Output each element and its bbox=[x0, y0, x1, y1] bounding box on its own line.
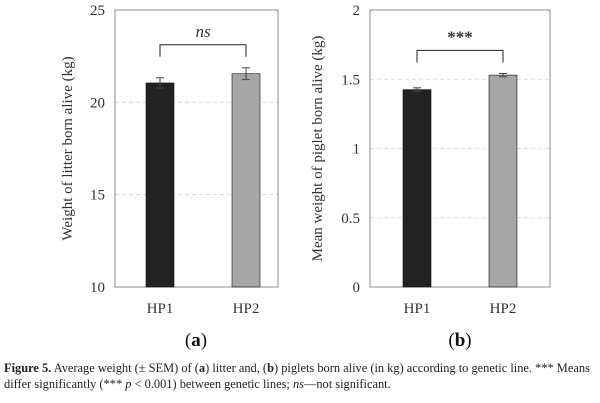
chart-b-ytick-label: 1.5 bbox=[341, 72, 360, 88]
chart-b-panel-label: (b) bbox=[448, 330, 471, 351]
caption-figure-label: Figure 5. bbox=[4, 361, 52, 375]
chart-a-ytick-label: 10 bbox=[90, 280, 105, 296]
caption-text-2: ) litter and, ( bbox=[205, 361, 268, 375]
caption-panel-b: b bbox=[267, 361, 274, 375]
chart-a-ytick-label: 15 bbox=[90, 188, 105, 204]
chart-b-category-label: HP2 bbox=[490, 301, 517, 317]
caption-ns: ns bbox=[292, 377, 304, 391]
chart-b-ytick-label: 1 bbox=[353, 142, 361, 158]
chart-a-ylabel: Weight of litter born alive (kg) bbox=[60, 56, 76, 240]
figure-caption: Figure 5. Average weight (± SEM) of (a) … bbox=[4, 360, 598, 392]
caption-panel-a: a bbox=[198, 361, 206, 375]
chart-a-bar bbox=[231, 73, 261, 288]
chart-a-significance-label: ns bbox=[195, 22, 211, 41]
chart-b-ytick-label: 0 bbox=[353, 280, 361, 296]
chart-b-ytick-label: 0.5 bbox=[341, 211, 360, 227]
chart-a-ytick-label: 20 bbox=[90, 95, 105, 111]
chart-b-category-label: HP1 bbox=[404, 301, 431, 317]
chart-a-frame bbox=[114, 9, 279, 288]
chart-b-panel-letter: b bbox=[455, 330, 466, 351]
caption-text-5: —not significant. bbox=[303, 377, 391, 391]
chart-a-panel-letter: a bbox=[191, 330, 201, 351]
chart-b-bar bbox=[488, 74, 518, 288]
chart-a-ytick-label: 25 bbox=[90, 3, 105, 19]
caption-text-1: Average weight (± SEM) of ( bbox=[51, 361, 199, 375]
chart-a-category-label: HP2 bbox=[233, 301, 260, 317]
chart-a-significance-bracket bbox=[159, 44, 247, 57]
chart-a-panel-label: (a) bbox=[185, 330, 207, 351]
chart-a-bar bbox=[145, 82, 175, 288]
chart-b-bar bbox=[402, 89, 432, 288]
caption-text-3: ) piglets born alive (in kg) according t… bbox=[4, 361, 590, 391]
caption-p: p bbox=[125, 377, 132, 391]
caption-text-4: < 0.001) between genetic lines; bbox=[131, 377, 293, 391]
chart-b-frame bbox=[369, 9, 551, 288]
chart-b-ylabel: Mean weight of piglet born alive (kg) bbox=[310, 36, 326, 262]
chart-b-significance-label: *** bbox=[447, 27, 473, 46]
chart-b-ytick-label: 2 bbox=[353, 3, 361, 19]
chart-a-category-label: HP1 bbox=[147, 301, 174, 317]
chart-b-significance-bracket bbox=[416, 49, 504, 63]
